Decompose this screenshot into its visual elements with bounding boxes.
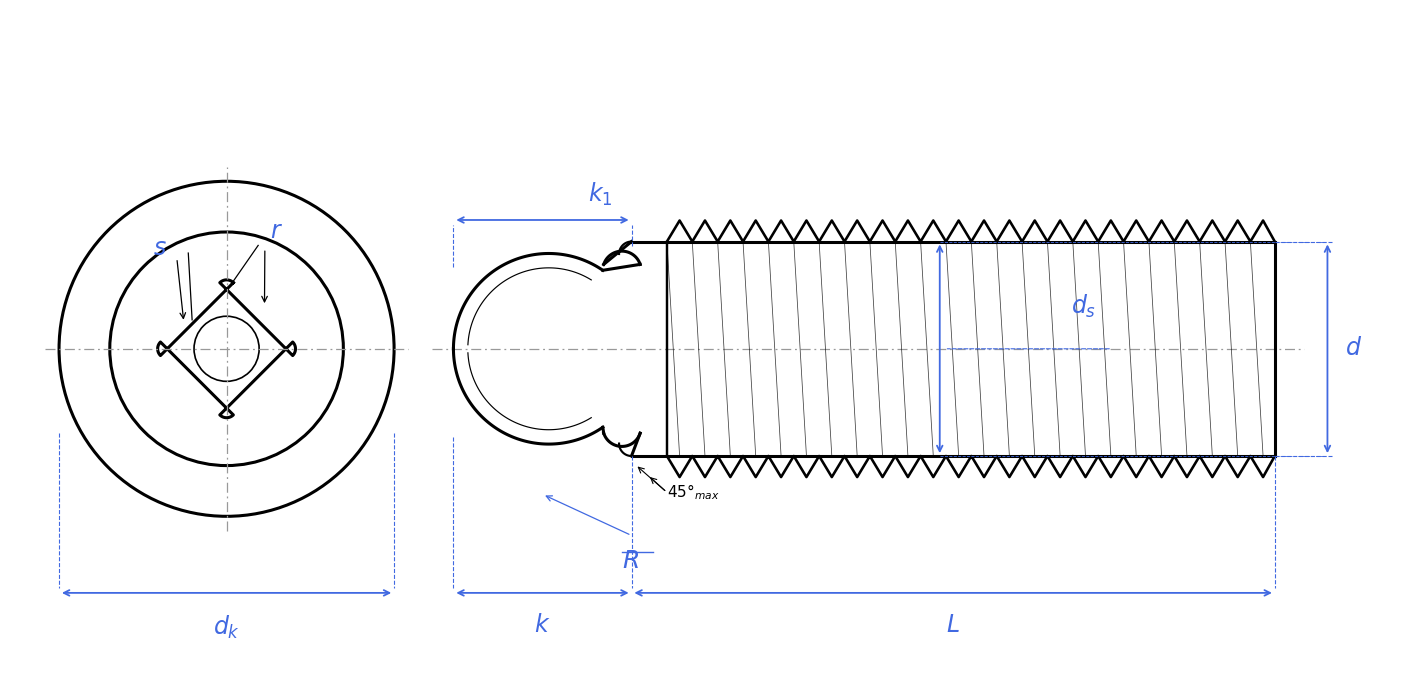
Text: $45°_{max}$: $45°_{max}$ xyxy=(667,482,720,502)
Text: $R$: $R$ xyxy=(622,550,639,573)
Text: $r$: $r$ xyxy=(270,220,283,244)
Text: $d_s$: $d_s$ xyxy=(1071,293,1096,320)
Text: $d$: $d$ xyxy=(1345,337,1362,361)
Text: $k_1$: $k_1$ xyxy=(588,182,612,208)
Text: $L$: $L$ xyxy=(946,614,960,637)
Text: $s$: $s$ xyxy=(153,237,168,260)
Text: $d_k$: $d_k$ xyxy=(213,614,240,641)
Text: $k$: $k$ xyxy=(534,614,551,637)
